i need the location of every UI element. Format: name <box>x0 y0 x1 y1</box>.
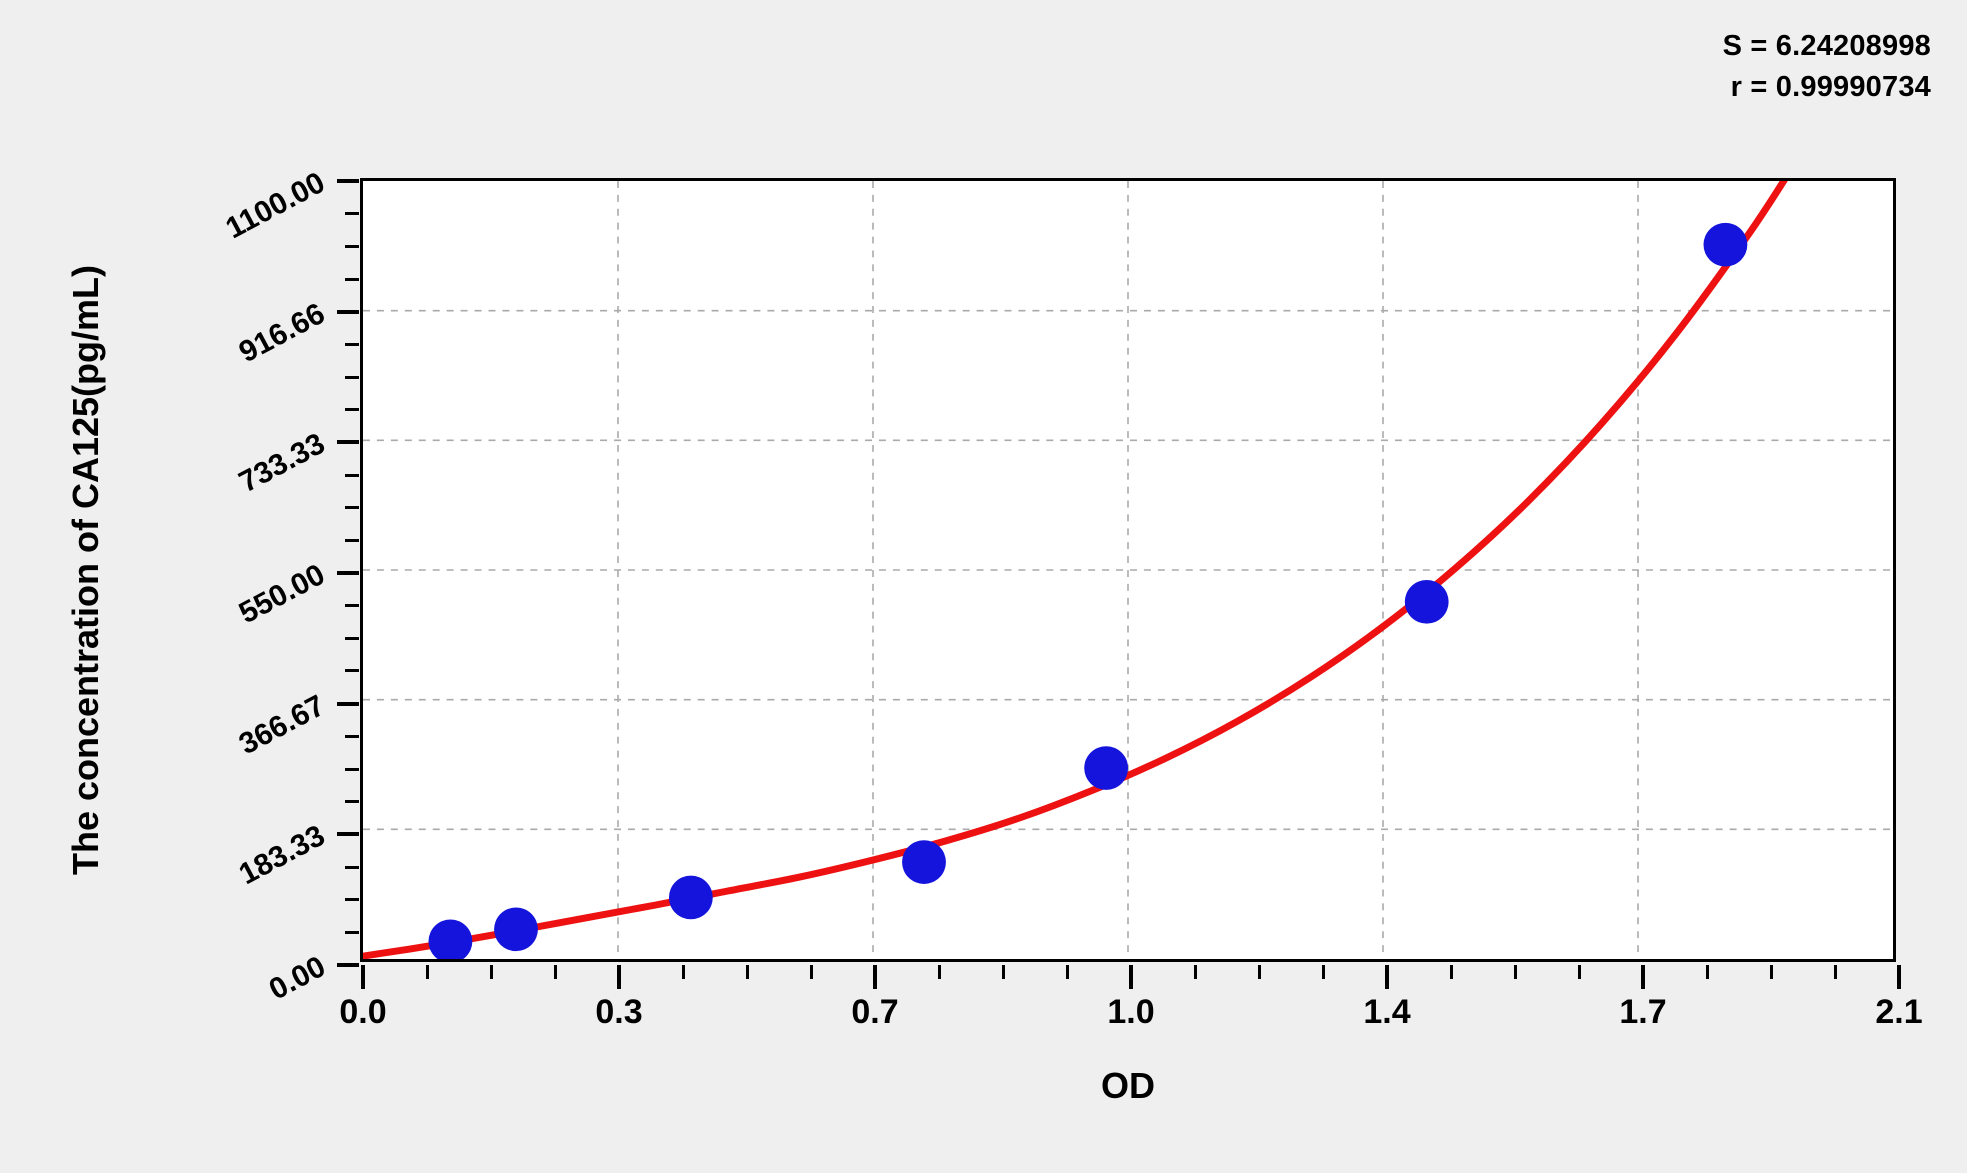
data-points[interactable] <box>363 181 1893 959</box>
gridlines <box>363 181 1893 959</box>
y-tick-minor <box>345 473 359 477</box>
y-tick-label: 550.00 <box>233 557 331 631</box>
x-tick-minor <box>809 965 813 979</box>
x-tick-minor <box>1769 965 1773 979</box>
x-tick-label: 1.0 <box>1107 993 1155 1031</box>
y-tick-minor <box>345 767 359 771</box>
y-tick-minor <box>345 538 359 542</box>
x-tick-minor <box>1193 965 1197 979</box>
x-tick-label: 0.7 <box>851 993 899 1031</box>
y-tick-minor <box>345 865 359 869</box>
y-tick-label: 733.33 <box>233 427 331 500</box>
x-tick-minor <box>1001 965 1005 979</box>
x-tick-major <box>617 965 621 989</box>
y-tick-minor <box>345 636 359 640</box>
x-tick-major <box>1641 965 1645 989</box>
y-tick-minor <box>345 734 359 738</box>
x-tick-minor <box>1833 965 1837 979</box>
x-tick-minor <box>1257 965 1261 979</box>
data-point[interactable] <box>1084 746 1129 790</box>
fit-curve <box>363 181 1788 959</box>
y-tick-minor <box>345 244 359 248</box>
y-tick-major <box>337 179 359 183</box>
y-tick-minor <box>345 212 359 216</box>
x-tick-label: 1.4 <box>1363 993 1411 1031</box>
data-point[interactable] <box>1703 222 1748 267</box>
y-tick-label: 916.66 <box>233 296 331 369</box>
x-tick-minor <box>425 965 429 979</box>
y-tick-minor <box>345 375 359 379</box>
x-tick-minor <box>1065 965 1069 979</box>
x-tick-major <box>1129 965 1133 989</box>
y-tick-label: 1100.00 <box>220 165 331 246</box>
y-tick-minor <box>345 604 359 608</box>
fit-statistics: S = 6.24208998 r = 0.99990734 <box>1723 26 1931 108</box>
x-tick-major <box>873 965 877 989</box>
x-tick-minor <box>553 965 557 979</box>
y-tick-minor <box>345 408 359 412</box>
y-tick-minor <box>345 506 359 510</box>
x-tick-minor <box>1321 965 1325 979</box>
data-point[interactable] <box>902 840 946 884</box>
y-tick-minor <box>345 342 359 346</box>
y-tick-major <box>337 832 359 837</box>
y-axis-title: The concentration of CA125(pg/mL) <box>65 264 106 876</box>
y-tick-major <box>337 963 359 967</box>
slope-annotation: S = 6.24208998 <box>1722 30 1931 62</box>
x-tick-minor <box>681 965 685 979</box>
data-point[interactable] <box>668 875 713 920</box>
x-tick-label: 0.0 <box>339 993 387 1031</box>
data-point[interactable] <box>1404 579 1449 624</box>
data-point[interactable] <box>428 919 473 959</box>
plot-area: 0.0 0.3 0.7 1.0 1.4 1.7 2.1 0.00 183.33 366.67 550… <box>221 166 1923 1031</box>
x-tick-major <box>361 965 365 989</box>
x-tick-minor <box>937 965 941 979</box>
x-tick-label: 1.7 <box>1619 993 1667 1031</box>
x-tick-minor <box>745 965 749 979</box>
x-axis-title: OD <box>1101 1065 1155 1106</box>
x-tick-label: 2.1 <box>1875 993 1923 1031</box>
data-point[interactable] <box>494 907 538 952</box>
x-tick-minor <box>1449 965 1453 979</box>
x-tick-minor <box>489 965 493 979</box>
correlation-annotation: r = 0.99990734 <box>1730 71 1931 104</box>
x-tick-minor <box>1577 965 1581 979</box>
y-tick-label: 183.33 <box>233 819 331 892</box>
y-tick-label: 366.67 <box>233 688 331 761</box>
x-tick-minor <box>1705 965 1709 979</box>
y-tick-label: 0.00 <box>263 949 331 1007</box>
y-tick-minor <box>345 898 359 902</box>
y-tick-minor <box>345 800 359 804</box>
x-tick-minor <box>1513 965 1517 979</box>
y-tick-major <box>337 701 359 706</box>
x-tick-major <box>1897 965 1901 989</box>
y-tick-major <box>337 571 359 575</box>
y-tick-minor <box>345 669 359 673</box>
x-tick-major <box>1385 965 1389 989</box>
y-axis-title-container: The concentration of CA125(pg/mL) <box>44 178 106 962</box>
y-tick-major <box>337 440 359 445</box>
y-tick-minor <box>345 277 359 281</box>
y-tick-minor <box>345 930 359 934</box>
y-tick-major <box>337 309 359 314</box>
x-tick-label: 0.3 <box>595 993 643 1031</box>
